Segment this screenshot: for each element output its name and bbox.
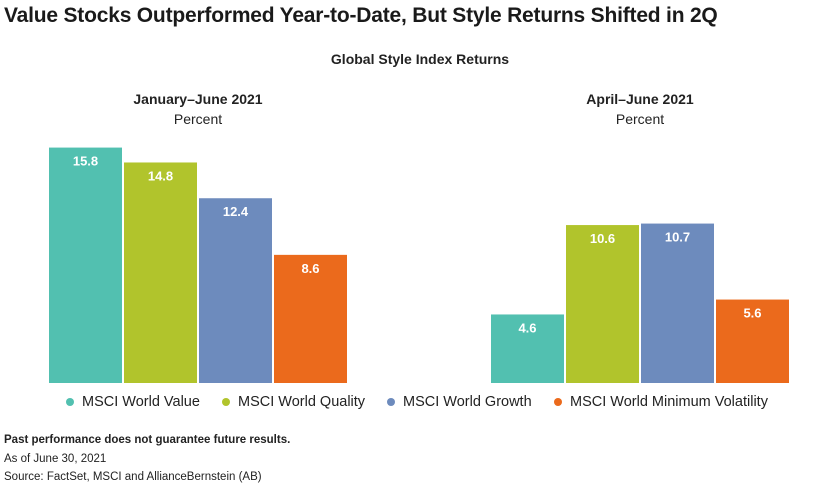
bar-chart-canvas: 15.8 14.8 12.4 8.6 4.6 10.6 10.7 5.6 <box>49 147 789 383</box>
bar-panel1-quality <box>124 162 197 383</box>
bar-label-panel1-minvol: 8.6 <box>301 261 319 276</box>
panel-1-title: January–June 2021 <box>133 91 263 107</box>
bar-panel1-growth <box>199 198 272 383</box>
legend-swatch-minvol <box>554 398 562 406</box>
legend-swatch-quality <box>222 398 230 406</box>
legend-swatch-value <box>66 398 74 406</box>
bar-label-panel1-value: 15.8 <box>73 154 98 169</box>
bar-panel2-value <box>491 314 564 383</box>
chart-title: Global Style Index Returns <box>330 51 510 67</box>
legend-label-minvol: MSCI World Minimum Volatility <box>570 394 768 410</box>
chart-headline: Value Stocks Outperformed Year-to-Date, … <box>4 4 718 27</box>
bar-label-panel2-growth: 10.7 <box>665 230 690 245</box>
legend-item-value: MSCI World Value <box>66 394 200 410</box>
bar-panel2-growth <box>641 223 714 383</box>
legend-swatch-growth <box>387 398 395 406</box>
bar-panel2-quality <box>566 225 639 383</box>
panel-2-unit: Percent <box>615 111 665 127</box>
bar-panel2-minvol <box>716 299 789 383</box>
panel-1-unit: Percent <box>173 111 223 127</box>
bar-panel1-value <box>49 147 122 383</box>
bar-label-panel2-value: 4.6 <box>518 320 536 335</box>
legend-label-quality: MSCI World Quality <box>238 394 366 410</box>
bar-label-panel2-minvol: 5.6 <box>743 306 761 321</box>
bar-label-panel1-quality: 14.8 <box>148 168 173 183</box>
legend-item-growth: MSCI World Growth <box>387 394 532 410</box>
chart-legend: MSCI World Value MSCI World Quality MSCI… <box>0 394 840 414</box>
bar-label-panel1-growth: 12.4 <box>223 204 249 219</box>
bar-label-panel2-quality: 10.6 <box>590 231 615 246</box>
panel-2-title: April–June 2021 <box>586 91 694 107</box>
bar-panel1-minvol <box>274 254 347 383</box>
legend-label-value: MSCI World Value <box>82 394 200 410</box>
disclaimer-note: Past performance does not guarantee futu… <box>4 434 291 446</box>
source-note: Source: FactSet, MSCI and AllianceBernst… <box>4 471 262 483</box>
legend-item-quality: MSCI World Quality <box>222 394 365 410</box>
as-of-date-note: As of June 30, 2021 <box>4 453 107 465</box>
legend-item-minvol: MSCI World Minimum Volatility <box>554 394 768 410</box>
legend-label-growth: MSCI World Growth <box>403 394 532 410</box>
